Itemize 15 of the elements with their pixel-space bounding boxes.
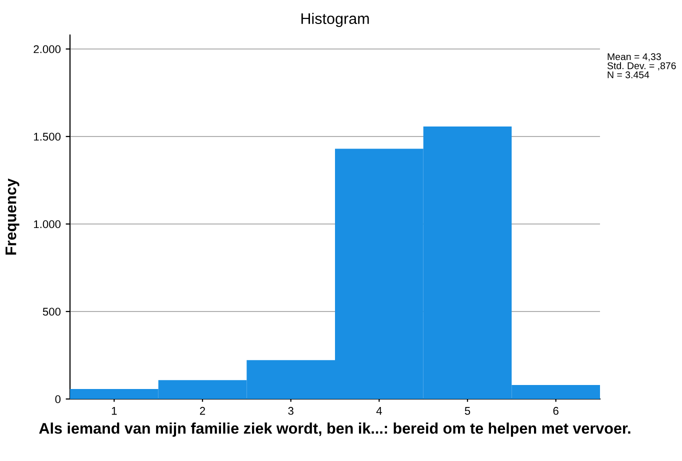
chart-title: Histogram <box>301 12 369 28</box>
y-tick-label: 0 <box>55 395 61 404</box>
x-tick-label: 3 <box>288 406 294 415</box>
text: Mean = 4,33 Std. Dev. = ,876 N = 3.454 <box>607 53 676 78</box>
y-tick-label: 500 <box>42 308 61 316</box>
y-tick-label: 1.500 <box>34 132 61 141</box>
y-tick-label: 2.000 <box>34 45 61 54</box>
y-axis-title: Frequency <box>6 178 20 255</box>
y-tick-label: 1.000 <box>34 220 61 228</box>
x-tick-label: 6 <box>553 406 558 415</box>
x-tick-label: 2 <box>200 406 206 415</box>
x-axis-title: Als iemand van mijn familie ziek wordt, ben ik...: bereid om te helpen met vervoer. <box>39 422 630 437</box>
x-tick-label: 4 <box>376 407 382 415</box>
x-tick-label: 5 <box>464 407 470 415</box>
x-tick-label: 1 <box>112 407 117 415</box>
